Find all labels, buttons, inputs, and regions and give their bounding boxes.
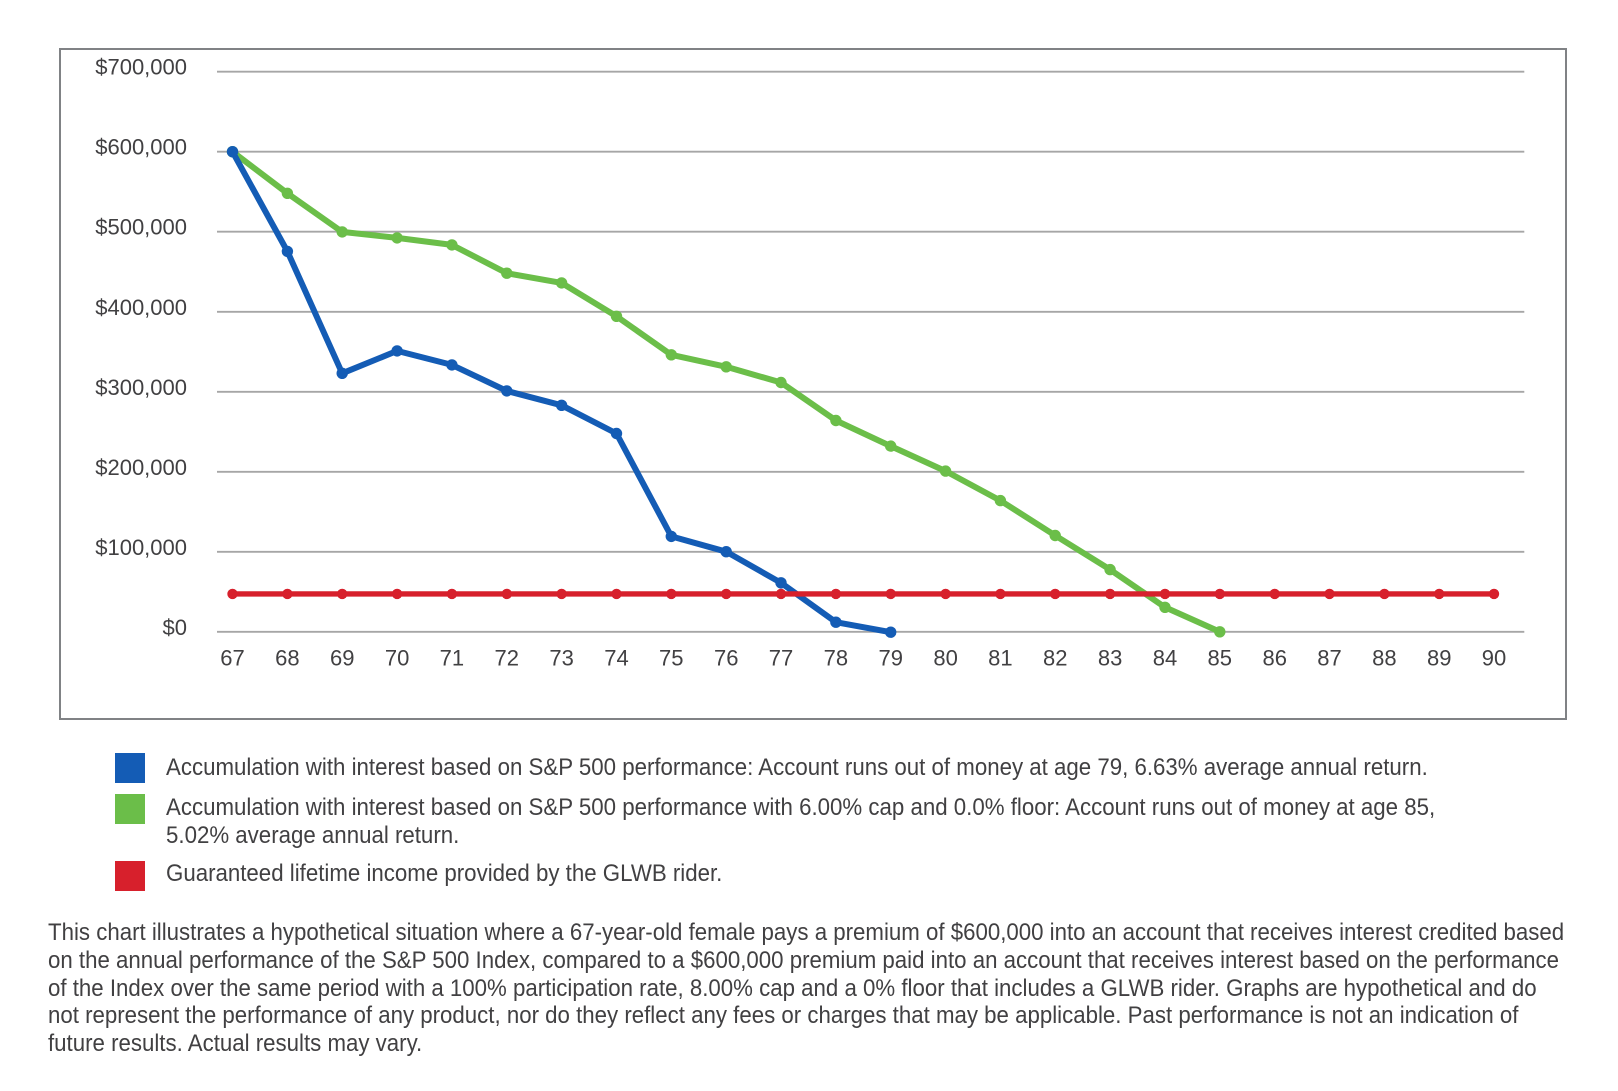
svg-text:$100,000: $100,000 bbox=[95, 535, 187, 560]
svg-text:69: 69 bbox=[330, 646, 354, 671]
svg-text:90: 90 bbox=[1482, 646, 1506, 671]
svg-text:75: 75 bbox=[659, 646, 683, 671]
svg-text:$600,000: $600,000 bbox=[95, 135, 187, 160]
svg-text:70: 70 bbox=[385, 646, 409, 671]
svg-text:71: 71 bbox=[440, 646, 464, 671]
svg-text:84: 84 bbox=[1153, 646, 1177, 671]
svg-text:82: 82 bbox=[1043, 646, 1067, 671]
svg-text:$300,000: $300,000 bbox=[95, 375, 187, 400]
svg-text:86: 86 bbox=[1262, 646, 1286, 671]
svg-text:80: 80 bbox=[933, 646, 957, 671]
svg-text:$200,000: $200,000 bbox=[95, 455, 187, 480]
svg-text:68: 68 bbox=[275, 646, 299, 671]
svg-text:72: 72 bbox=[495, 646, 519, 671]
svg-text:81: 81 bbox=[988, 646, 1012, 671]
svg-text:85: 85 bbox=[1208, 646, 1232, 671]
svg-text:$500,000: $500,000 bbox=[95, 215, 187, 240]
svg-text:67: 67 bbox=[220, 646, 244, 671]
svg-text:77: 77 bbox=[769, 646, 793, 671]
svg-text:83: 83 bbox=[1098, 646, 1122, 671]
svg-text:74: 74 bbox=[604, 646, 628, 671]
svg-text:79: 79 bbox=[878, 646, 902, 671]
svg-text:87: 87 bbox=[1317, 646, 1341, 671]
svg-text:$400,000: $400,000 bbox=[95, 295, 187, 320]
svg-text:76: 76 bbox=[714, 646, 738, 671]
svg-text:$0: $0 bbox=[163, 615, 187, 640]
svg-text:88: 88 bbox=[1372, 646, 1396, 671]
svg-text:$700,000: $700,000 bbox=[95, 55, 187, 80]
svg-text:73: 73 bbox=[549, 646, 573, 671]
svg-text:89: 89 bbox=[1427, 646, 1451, 671]
svg-text:78: 78 bbox=[824, 646, 848, 671]
